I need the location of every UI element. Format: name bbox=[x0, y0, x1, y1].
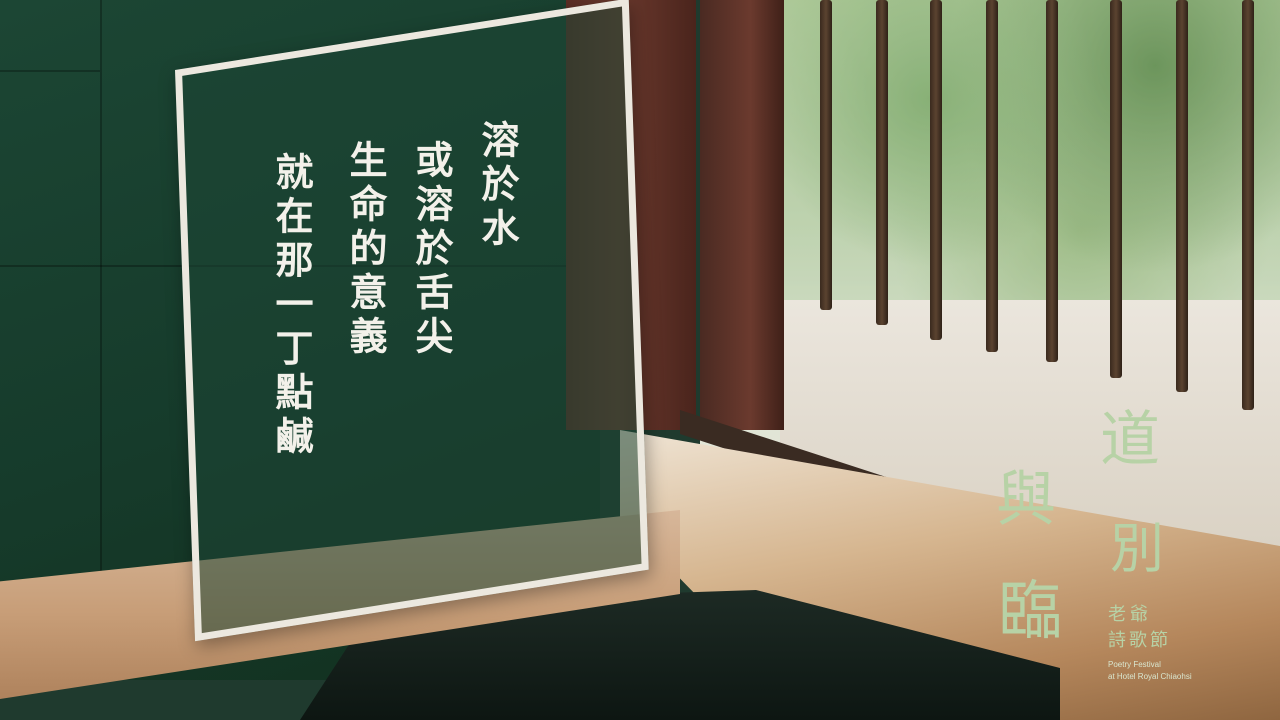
railing-bar bbox=[1242, 0, 1254, 410]
railing-bar bbox=[930, 0, 942, 340]
railing-bar bbox=[876, 0, 888, 325]
logo-festival-text: 詩歌節 bbox=[1108, 630, 1171, 651]
railing-bar bbox=[820, 0, 832, 310]
greenery bbox=[780, 0, 1280, 330]
logo-title-char: 與 bbox=[996, 465, 1056, 535]
tile-joint bbox=[0, 70, 100, 72]
logo-english-line: at Hotel Royal Chiaohsi bbox=[1108, 672, 1192, 681]
logo-title-char: 道 bbox=[1100, 405, 1160, 475]
window-frame-post bbox=[700, 0, 784, 430]
poem-line: 溶於水 bbox=[475, 120, 519, 252]
poem-line: 生命的意義 bbox=[343, 140, 387, 360]
festival-logo: 道 別 與 臨 老爺 詩歌節 Poetry Festival at Hotel … bbox=[990, 410, 1250, 710]
logo-festival-text: 老爺 bbox=[1108, 604, 1152, 625]
poem-line: 或溶於舌尖 bbox=[409, 140, 453, 360]
railing-bar bbox=[1046, 0, 1058, 362]
railing-bar bbox=[1110, 0, 1122, 378]
logo-english-line: Poetry Festival bbox=[1108, 660, 1161, 669]
logo-title-char: 別 bbox=[1110, 517, 1164, 580]
poem: 溶於水 或溶於舌尖 生命的意義 就在那一丁點鹹 bbox=[250, 110, 550, 590]
railing-bar bbox=[986, 0, 998, 352]
railing-bar bbox=[1176, 0, 1188, 392]
tile-joint bbox=[100, 0, 102, 650]
logo-title-char: 臨 bbox=[998, 575, 1062, 649]
poem-line: 就在那一丁點鹹 bbox=[269, 152, 313, 460]
